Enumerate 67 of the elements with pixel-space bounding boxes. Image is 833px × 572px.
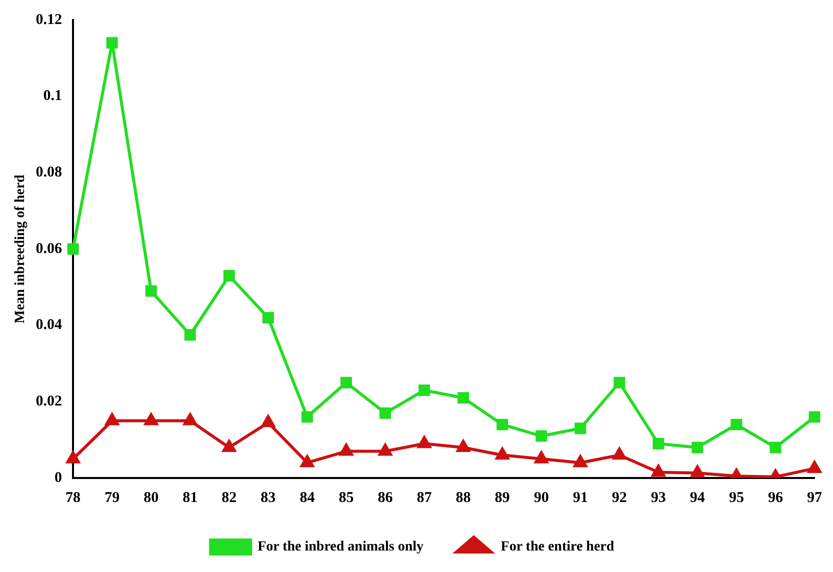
x-tick-label: 89 xyxy=(494,490,510,506)
point xyxy=(496,448,510,460)
x-tick-label: 96 xyxy=(768,490,784,506)
y-axis-title: Mean inbreeding of herd xyxy=(13,174,28,324)
x-tick-label: 90 xyxy=(534,490,549,506)
x-tick-label: 97 xyxy=(807,490,822,506)
point xyxy=(301,411,313,423)
point xyxy=(458,392,470,404)
y-tick-label: 0.08 xyxy=(36,164,62,181)
y-tick-label: 0.04 xyxy=(36,317,63,334)
y-tick-label: 0.02 xyxy=(36,394,62,410)
x-tick-label: 81 xyxy=(182,490,198,506)
point xyxy=(534,451,548,464)
y-tick-label: 0.1 xyxy=(43,88,62,104)
y-tick-label: 0.06 xyxy=(36,240,63,257)
point xyxy=(418,384,430,396)
point xyxy=(379,407,391,419)
x-tick-label: 91 xyxy=(572,490,588,506)
point xyxy=(496,418,508,430)
point xyxy=(300,455,314,468)
point xyxy=(144,413,158,426)
point xyxy=(652,464,666,477)
point xyxy=(614,376,626,388)
point xyxy=(730,418,742,430)
point xyxy=(536,430,548,442)
point xyxy=(808,460,822,473)
legend-label: For the inbred animals only xyxy=(258,540,424,555)
point xyxy=(261,415,275,428)
x-tick-label: 93 xyxy=(650,490,666,506)
x-tick-label: 95 xyxy=(728,490,744,506)
point xyxy=(183,413,197,426)
point xyxy=(652,438,664,450)
x-tick-label: 94 xyxy=(690,490,706,506)
point xyxy=(223,270,235,282)
point xyxy=(692,442,704,454)
point xyxy=(340,376,352,388)
point xyxy=(574,422,586,434)
point xyxy=(66,451,80,464)
point xyxy=(574,455,588,468)
point xyxy=(690,466,704,478)
point xyxy=(145,285,157,297)
x-tick-label: 80 xyxy=(144,490,159,506)
y-tick-label: 0.12 xyxy=(36,12,62,28)
point xyxy=(340,444,353,456)
x-tick-label: 79 xyxy=(104,490,120,506)
x-tick-label: 84 xyxy=(300,490,316,506)
point xyxy=(378,444,392,456)
x-tick-label: 83 xyxy=(260,490,276,506)
point xyxy=(262,312,274,324)
y-tick-label: 0 xyxy=(54,470,62,486)
x-tick-label: 85 xyxy=(338,490,354,506)
legend-label: For the entire herd xyxy=(500,540,614,555)
x-tick-label: 82 xyxy=(222,490,237,506)
x-tick-label: 92 xyxy=(612,490,627,506)
point xyxy=(67,243,79,255)
point xyxy=(770,442,782,454)
x-tick-label: 86 xyxy=(378,490,394,506)
x-tick-label: 87 xyxy=(416,490,432,506)
point xyxy=(418,436,431,448)
point xyxy=(222,440,236,452)
x-tick-label: 78 xyxy=(66,490,81,506)
point xyxy=(184,329,196,341)
point xyxy=(808,411,820,423)
x-tick-label: 88 xyxy=(456,490,471,506)
point xyxy=(105,413,119,426)
point xyxy=(612,448,626,460)
point xyxy=(456,440,470,452)
